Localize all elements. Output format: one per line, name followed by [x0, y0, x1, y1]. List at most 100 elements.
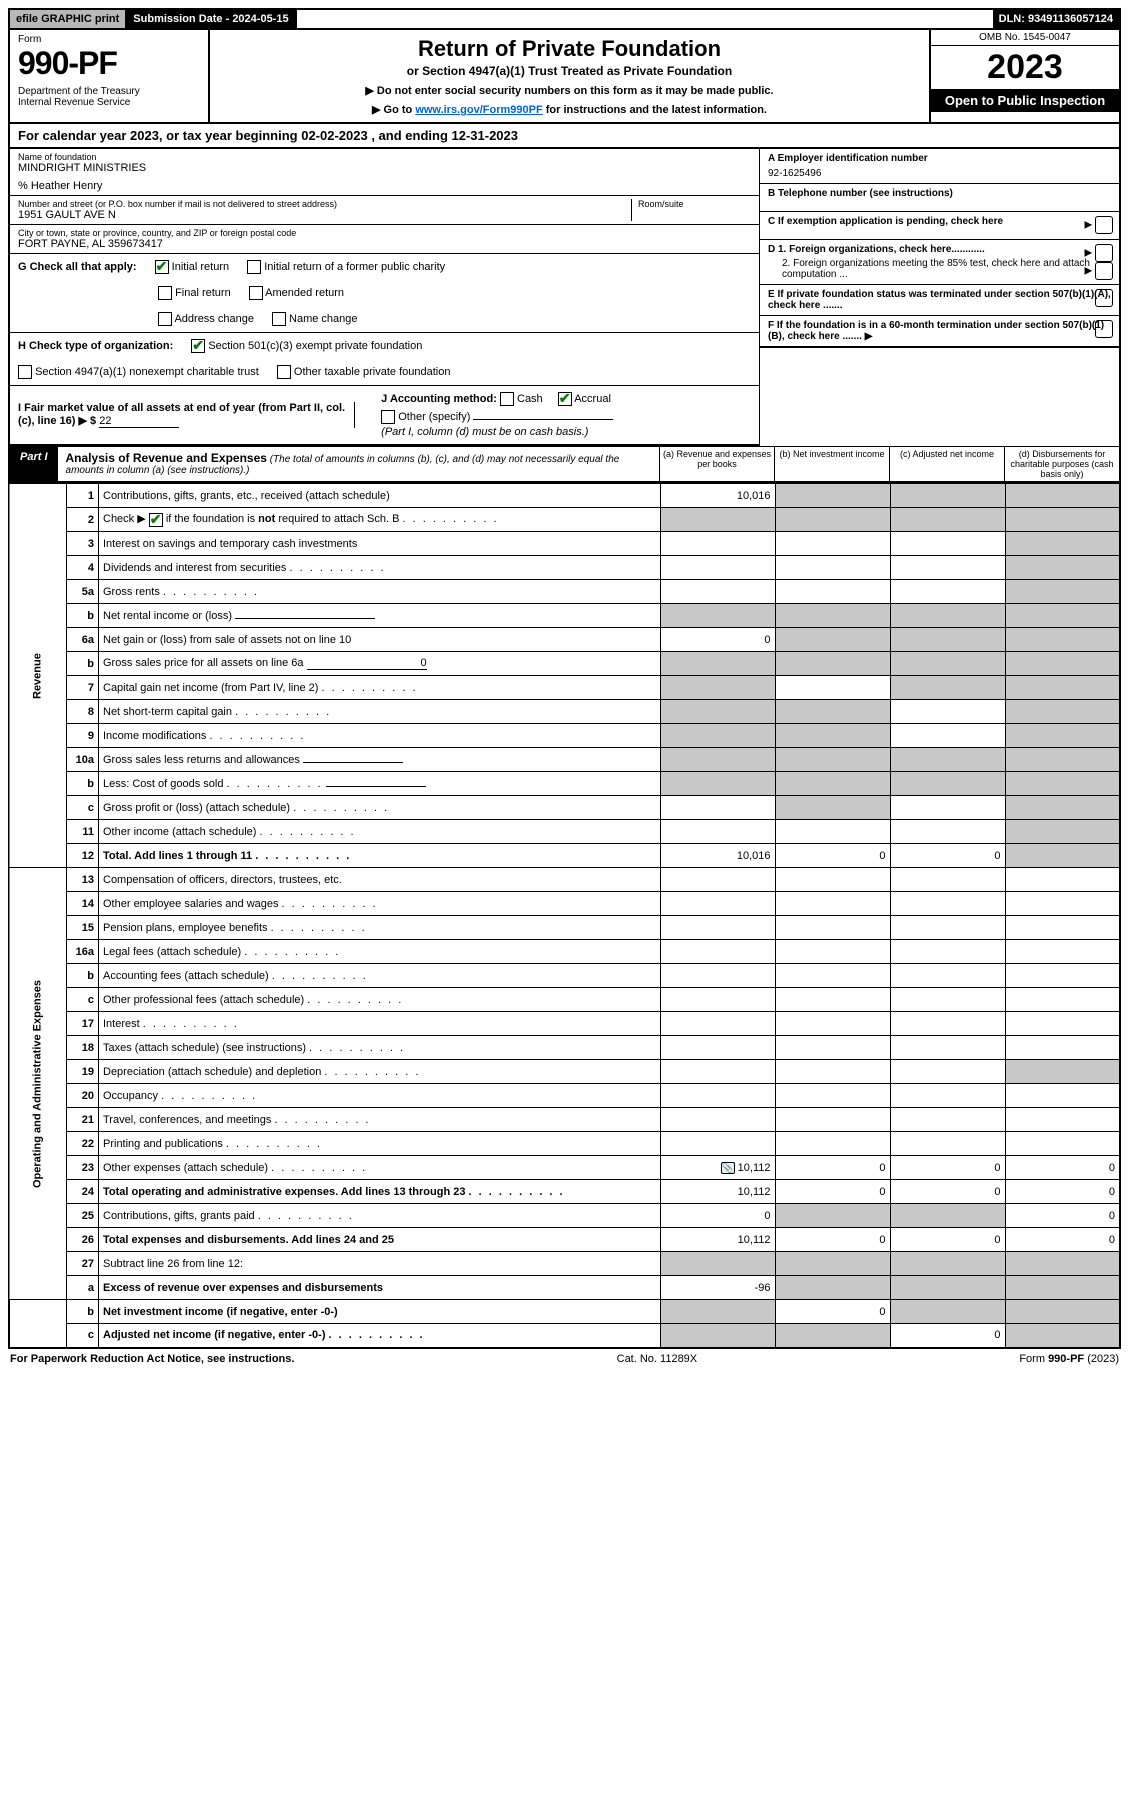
a-label: A Employer identification number	[768, 153, 1111, 164]
chk-f[interactable]	[1095, 320, 1113, 338]
chk-c[interactable]	[1095, 216, 1113, 234]
chk-amended[interactable]	[249, 286, 263, 300]
d3: Interest on savings and temporary cash i…	[99, 532, 661, 556]
footer: For Paperwork Reduction Act Notice, see …	[8, 1349, 1121, 1369]
inp-6b[interactable]: 0	[307, 657, 427, 670]
chk-sch-b[interactable]	[149, 513, 163, 527]
d1-label: D 1. Foreign organizations, check here..…	[768, 244, 1111, 255]
opt-cash: Cash	[517, 393, 543, 405]
n16b: b	[67, 964, 99, 988]
d14: Other employee salaries and wages	[99, 892, 661, 916]
part1-title: Analysis of Revenue and Expenses	[66, 451, 267, 465]
c-label: C If exemption application is pending, c…	[768, 216, 1003, 227]
instruction-1: ▶ Do not enter social security numbers o…	[216, 84, 923, 97]
d10c: Gross profit or (loss) (attach schedule)	[99, 796, 661, 820]
v24a: 10,112	[660, 1180, 775, 1204]
opt-4947: Section 4947(a)(1) nonexempt charitable …	[35, 366, 259, 378]
n5a: 5a	[67, 580, 99, 604]
inp-10a[interactable]	[303, 762, 403, 763]
n3: 3	[67, 532, 99, 556]
open-inspection: Open to Public Inspection	[931, 89, 1119, 112]
chk-other-tax[interactable]	[277, 365, 291, 379]
d16a: Legal fees (attach schedule)	[99, 940, 661, 964]
v12c: 0	[890, 844, 1005, 868]
d1: Contributions, gifts, grants, etc., rece…	[99, 484, 661, 508]
d10a: Gross sales less returns and allowances	[99, 748, 661, 772]
v23b: 0	[775, 1156, 890, 1180]
col-c-hdr: (c) Adjusted net income	[889, 447, 1004, 481]
care-of: % Heather Henry	[18, 180, 751, 192]
revenue-side: Revenue	[9, 484, 67, 868]
n25: 25	[67, 1204, 99, 1228]
chk-e[interactable]	[1095, 289, 1113, 307]
n18: 18	[67, 1036, 99, 1060]
v23d: 0	[1005, 1156, 1120, 1180]
chk-d2[interactable]	[1095, 262, 1113, 280]
chk-address[interactable]	[158, 312, 172, 326]
d2: Check ▶ if the foundation is not require…	[99, 508, 661, 532]
chk-initial-return[interactable]	[155, 260, 169, 274]
d27a: Excess of revenue over expenses and disb…	[99, 1276, 661, 1300]
footer-cat: Cat. No. 11289X	[617, 1353, 698, 1365]
opt-final: Final return	[175, 287, 231, 299]
v27b: 0	[775, 1300, 890, 1324]
inp-5b[interactable]	[235, 618, 375, 619]
g-section: G Check all that apply: Initial return I…	[10, 254, 759, 333]
chk-d1[interactable]	[1095, 244, 1113, 262]
j-note: (Part I, column (d) must be on cash basi…	[381, 426, 751, 438]
chk-other-method[interactable]	[381, 410, 395, 424]
chk-accrual[interactable]	[558, 392, 572, 406]
d12: Total. Add lines 1 through 11	[99, 844, 661, 868]
opt-amended: Amended return	[265, 287, 344, 299]
n10b: b	[67, 772, 99, 796]
n13: 13	[67, 868, 99, 892]
d26: Total expenses and disbursements. Add li…	[99, 1228, 661, 1252]
d6a: Net gain or (loss) from sale of assets n…	[99, 628, 661, 652]
n11: 11	[67, 820, 99, 844]
d20: Occupancy	[99, 1084, 661, 1108]
v12a: 10,016	[660, 844, 775, 868]
b-label: B Telephone number (see instructions)	[768, 188, 1111, 199]
chk-501c3[interactable]	[191, 339, 205, 353]
d6b: Gross sales price for all assets on line…	[99, 652, 661, 676]
omb-number: OMB No. 1545-0047	[931, 30, 1119, 46]
v27a: -96	[660, 1276, 775, 1300]
d9: Income modifications	[99, 724, 661, 748]
city: FORT PAYNE, AL 359673417	[18, 238, 751, 250]
v25d: 0	[1005, 1204, 1120, 1228]
d18: Taxes (attach schedule) (see instruction…	[99, 1036, 661, 1060]
d21: Travel, conferences, and meetings	[99, 1108, 661, 1132]
v26d: 0	[1005, 1228, 1120, 1252]
footer-left: For Paperwork Reduction Act Notice, see …	[10, 1353, 294, 1365]
foundation-name: MINDRIGHT MINISTRIES	[18, 162, 751, 174]
irs-link[interactable]: www.irs.gov/Form990PF	[415, 104, 542, 116]
d10b: Less: Cost of goods sold	[99, 772, 661, 796]
efile-print-button[interactable]: efile GRAPHIC print	[10, 10, 127, 28]
d27b: Net investment income (if negative, ente…	[99, 1300, 661, 1324]
other-specify[interactable]	[473, 419, 613, 420]
d17: Interest	[99, 1012, 661, 1036]
entity-info: Name of foundation MINDRIGHT MINISTRIES …	[8, 149, 1121, 446]
n5b: b	[67, 604, 99, 628]
col-a-hdr: (a) Revenue and expenses per books	[659, 447, 774, 481]
chk-cash[interactable]	[500, 392, 514, 406]
chk-initial-former[interactable]	[247, 260, 261, 274]
j-label: J Accounting method:	[381, 393, 497, 405]
part1-header: Part I Analysis of Revenue and Expenses …	[8, 446, 1121, 483]
opt-initial: Initial return	[172, 261, 229, 273]
d2-label: 2. Foreign organizations meeting the 85%…	[782, 258, 1111, 280]
inp-10b[interactable]	[326, 786, 426, 787]
f-label: F If the foundation is in a 60-month ter…	[768, 320, 1104, 342]
opt-address: Address change	[174, 313, 254, 325]
form-subtitle: or Section 4947(a)(1) Trust Treated as P…	[216, 64, 923, 78]
attach-icon[interactable]: 📎	[721, 1162, 735, 1174]
d16b: Accounting fees (attach schedule)	[99, 964, 661, 988]
dln: DLN: 93491136057124	[993, 10, 1119, 28]
n7: 7	[67, 676, 99, 700]
chk-4947[interactable]	[18, 365, 32, 379]
d13: Compensation of officers, directors, tru…	[99, 868, 661, 892]
chk-final[interactable]	[158, 286, 172, 300]
fmv-value: 22	[99, 415, 179, 428]
chk-name[interactable]	[272, 312, 286, 326]
n21: 21	[67, 1108, 99, 1132]
